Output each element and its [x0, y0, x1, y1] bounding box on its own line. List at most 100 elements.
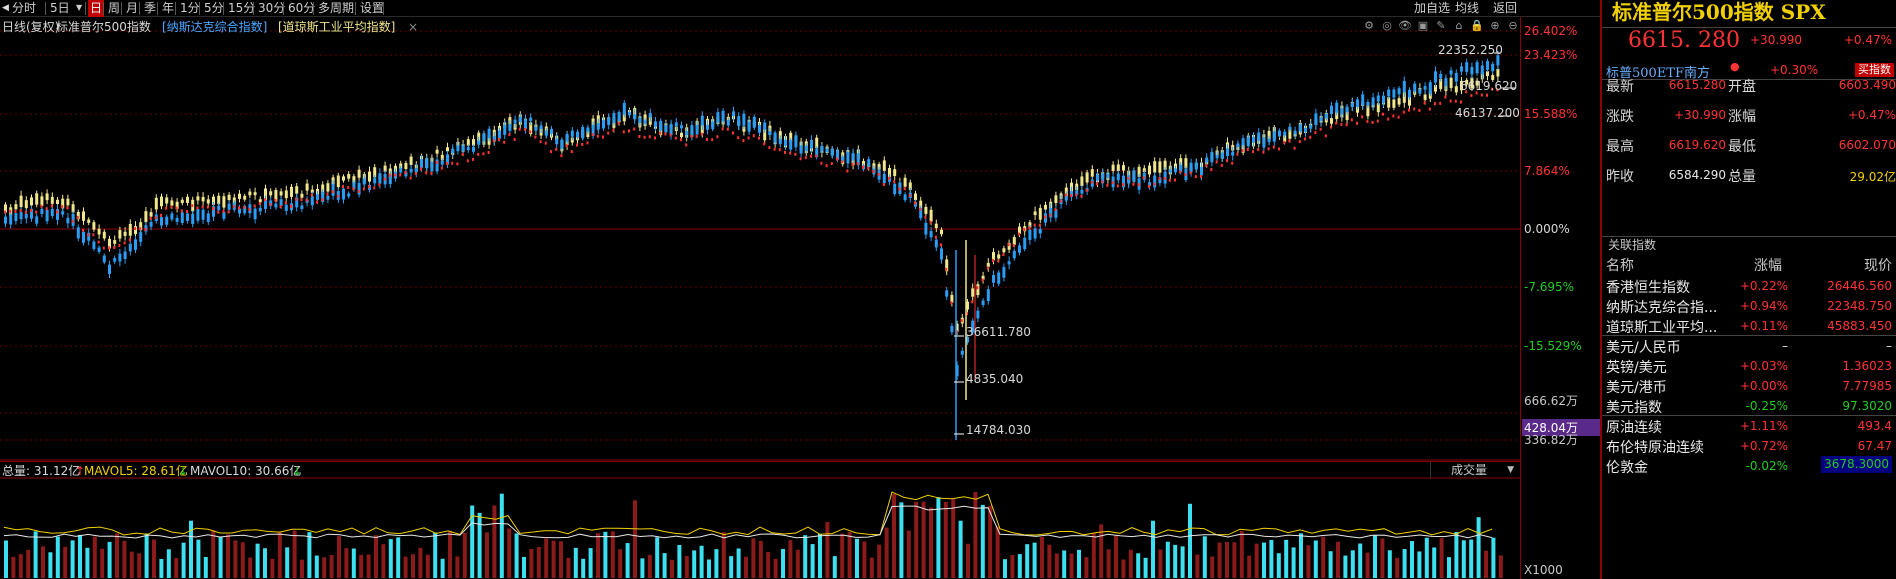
candle-body — [1475, 62, 1479, 74]
eye-icon[interactable]: 👁 — [1398, 19, 1412, 32]
candle-body — [862, 160, 865, 166]
period-tab-9[interactable]: 15分 — [228, 1, 256, 15]
volume-bar — [63, 546, 68, 578]
period-tab-4[interactable]: 月 — [126, 1, 139, 15]
related-row[interactable]: 美元指数 -0.25% 97.3020 — [1602, 395, 1896, 416]
candle-body — [472, 139, 475, 146]
candle-body — [326, 183, 330, 192]
candle-body — [924, 222, 928, 235]
red-candle — [773, 147, 776, 151]
candle-body — [810, 139, 813, 149]
zoom-out-icon[interactable]: ⊖ — [1508, 19, 1518, 32]
red-candle — [1075, 193, 1078, 197]
toolbar-right-0[interactable]: 加自选 — [1414, 1, 1451, 15]
related-name: 香港恒生指数 — [1606, 280, 1690, 296]
volume-bar — [1091, 532, 1096, 578]
settings-gear-icon[interactable]: ⚙ — [1364, 19, 1374, 32]
candle-body — [1101, 173, 1105, 184]
col-change[interactable]: 涨幅 — [1754, 258, 1782, 274]
related-row[interactable]: 香港恒生指数 +0.22% 26446.560 — [1602, 275, 1896, 296]
red-candle — [1148, 184, 1150, 188]
dropdown-arrow-icon[interactable]: ▼ — [76, 3, 83, 12]
volume-bar — [492, 505, 497, 578]
red-candle — [654, 136, 656, 140]
toolbar-separator — [383, 2, 384, 15]
related-row[interactable]: 布伦特原油连续 +0.72% 67.47 — [1602, 435, 1896, 456]
remove-overlay-icon[interactable]: × — [408, 20, 419, 34]
period-tab-5[interactable]: 季 — [144, 1, 157, 15]
red-candle — [856, 162, 859, 166]
period-tab-6[interactable]: 年 — [162, 1, 175, 15]
red-candle — [373, 186, 376, 190]
period-tab-10[interactable]: 30分 — [258, 1, 286, 15]
red-candle — [420, 167, 422, 171]
red-candle — [352, 187, 355, 191]
toolbar-separator — [355, 2, 356, 15]
prev-arrow-icon[interactable]: ◀ — [2, 3, 9, 13]
target-icon[interactable]: ◎ — [1382, 19, 1392, 32]
red-candle — [222, 209, 225, 213]
overlay-dow-label[interactable]: [道琼斯工业平均指数] — [278, 20, 396, 34]
etf-row[interactable]: 标普500ETF南方 ● +0.30% 买指数 — [1602, 60, 1896, 81]
candle-body — [1070, 191, 1073, 197]
volume-bar — [418, 547, 423, 578]
related-row[interactable]: 道琼斯工业平均... +0.11% 45883.450 — [1602, 315, 1896, 336]
red-candle — [1413, 107, 1416, 111]
candle-body — [997, 272, 1001, 284]
etf-name[interactable]: 标普500ETF南方 — [1606, 66, 1710, 81]
period-tab-8[interactable]: 5分 — [204, 1, 224, 15]
volume-bar — [1225, 541, 1229, 578]
home-icon[interactable]: ⌂ — [1455, 19, 1463, 32]
candle-body — [1288, 127, 1292, 139]
related-row[interactable]: 英镑/美元 +0.03% 1.36023 — [1602, 355, 1896, 376]
red-candle — [123, 241, 126, 245]
period-tab-12[interactable]: 多周期 — [318, 1, 355, 15]
toolbar-right-1[interactable]: 均线 — [1455, 1, 1480, 15]
candle-body — [565, 133, 569, 142]
indicator-select[interactable]: 成交量 ▼ — [1430, 461, 1520, 479]
red-candle — [1345, 123, 1348, 127]
candle-body — [1496, 68, 1500, 77]
related-row[interactable]: 纳斯达克综合指... +0.94% 22348.750 — [1602, 295, 1896, 316]
period-tab-3[interactable]: 周 — [108, 1, 121, 15]
volume-bar — [366, 554, 371, 578]
buy-index-button[interactable]: 买指数 — [1855, 63, 1894, 77]
candle-body — [482, 133, 486, 142]
candle-body — [1226, 148, 1229, 157]
red-candle — [24, 210, 27, 214]
period-tab-1[interactable]: 5日 — [50, 1, 70, 15]
box-icon[interactable]: ▣ — [1417, 19, 1429, 32]
related-row[interactable]: 美元/人民币 – – — [1602, 335, 1896, 356]
candle-body — [144, 211, 148, 223]
candle-body — [206, 213, 210, 222]
related-row[interactable]: 原油连续 +1.11% 493.4 — [1602, 415, 1896, 436]
period-tab-2[interactable]: 日 — [88, 0, 105, 17]
candle-body — [1376, 95, 1380, 102]
related-name: 美元指数 — [1606, 400, 1662, 416]
period-tab-13[interactable]: 设置 — [360, 1, 385, 15]
candle-body — [1288, 126, 1292, 130]
volume-bar — [1195, 554, 1200, 578]
period-tab-7[interactable]: 1分 — [180, 1, 200, 15]
volume-bar — [781, 549, 785, 578]
candle-body — [45, 193, 49, 201]
volume-bar — [344, 548, 349, 578]
red-candle — [1376, 119, 1379, 123]
kline-chart[interactable]: 22352.250 6619.620 46137.200 36611.780 4835.… — [0, 0, 1600, 579]
red-candle — [498, 138, 500, 142]
period-tab-11[interactable]: 60分 — [288, 1, 316, 15]
col-name[interactable]: 名称 — [1606, 258, 1634, 274]
candle-body — [1402, 92, 1406, 103]
zoom-in-icon[interactable]: ⊕ — [1490, 19, 1500, 32]
volume-bar — [122, 540, 127, 578]
lock-icon[interactable]: 🔒 — [1470, 19, 1484, 32]
period-tab-0[interactable]: 分时 — [12, 1, 37, 15]
pen-icon[interactable]: ✎ — [1436, 19, 1446, 32]
volume-bar — [522, 556, 526, 578]
col-price[interactable]: 现价 — [1864, 258, 1892, 274]
overlay-nasdaq-label[interactable]: [纳斯达克综合指数] — [162, 20, 268, 34]
related-row[interactable]: 美元/港币 +0.00% 7.77985 — [1602, 375, 1896, 396]
volume-bar — [1032, 542, 1037, 578]
related-row[interactable]: 伦敦金 -0.02% 3678.3000 — [1602, 455, 1896, 476]
toolbar-right-2[interactable]: 返回 — [1493, 1, 1518, 15]
